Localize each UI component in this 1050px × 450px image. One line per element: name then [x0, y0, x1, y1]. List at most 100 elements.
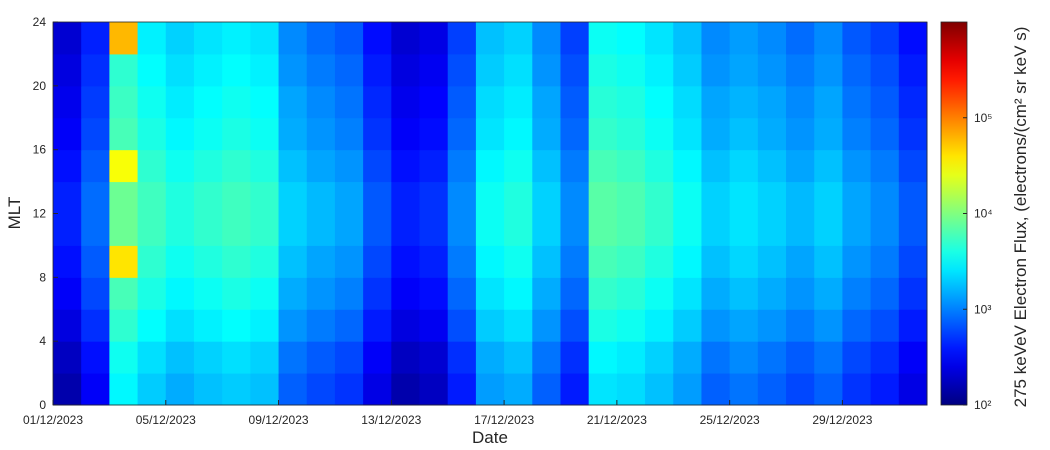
heat-cell: [729, 149, 759, 183]
x-tick-label: 17/12/2023: [474, 413, 534, 427]
heat-cell: [673, 53, 702, 87]
y-tick-label: 0: [39, 398, 46, 412]
heat-cell: [616, 149, 646, 183]
heat-cell: [701, 53, 731, 87]
heat-cell: [729, 22, 759, 55]
heat-cell: [81, 245, 110, 278]
heat-cell: [504, 341, 533, 374]
heat-cell: [701, 341, 731, 374]
heat-cell: [645, 245, 674, 278]
heat-cell: [842, 181, 872, 214]
heat-cell: [870, 149, 900, 183]
heat-cell: [137, 213, 167, 246]
heat-cell: [193, 181, 223, 214]
heat-cell: [898, 213, 928, 246]
heat-cell: [757, 373, 787, 406]
heat-cell: [137, 245, 167, 278]
heat-cell: [447, 85, 477, 119]
heat-cell: [673, 149, 702, 183]
colorbar-tick-label: 10⁵: [974, 111, 992, 125]
heat-cell: [532, 181, 561, 214]
heat-cell: [560, 117, 590, 151]
heat-cell: [870, 309, 900, 342]
heat-cell: [475, 277, 505, 310]
heat-cell: [673, 245, 702, 278]
heat-cell: [588, 149, 618, 183]
heat-cell: [419, 341, 449, 374]
heat-cell: [165, 85, 195, 119]
y-tick-label: 4: [39, 334, 46, 348]
heat-cell: [137, 181, 167, 214]
heat-cell: [165, 245, 195, 278]
heat-cell: [53, 181, 82, 214]
heat-cell: [306, 341, 336, 374]
heat-cell: [306, 277, 336, 310]
heat-cell: [165, 277, 195, 310]
heat-cell: [786, 277, 815, 310]
heat-cell: [475, 341, 505, 374]
heat-cell: [391, 245, 421, 278]
heat-cell: [673, 277, 702, 310]
heat-cell: [475, 245, 505, 278]
heat-cell: [560, 85, 590, 119]
colorbar-tick-label: 10²: [974, 398, 991, 412]
heat-cell: [250, 22, 280, 55]
heat-cell: [814, 22, 843, 55]
heat-cell: [842, 341, 872, 374]
colorbar-tick-label: 10³: [974, 302, 991, 316]
heat-cell: [137, 85, 167, 119]
heat-cell: [504, 181, 533, 214]
heat-cell: [334, 213, 364, 246]
heat-cell: [419, 117, 449, 151]
heat-cell: [81, 309, 110, 342]
heat-cell: [391, 85, 421, 119]
heat-cell: [278, 341, 308, 374]
heat-cell: [391, 117, 421, 151]
x-tick-label: 01/12/2023: [23, 413, 83, 427]
x-tick-label: 25/12/2023: [700, 413, 760, 427]
heat-cell: [222, 309, 251, 342]
heat-cell: [898, 245, 928, 278]
heat-cell: [842, 245, 872, 278]
heat-cell: [532, 309, 561, 342]
heat-cell: [447, 22, 477, 55]
heat-cell: [701, 277, 731, 310]
heat-cell: [532, 277, 561, 310]
heat-cell: [53, 117, 82, 151]
heat-cell: [306, 85, 336, 119]
heat-cell: [391, 181, 421, 214]
heat-cell: [363, 117, 392, 151]
heat-cell: [334, 373, 364, 406]
heat-cell: [447, 181, 477, 214]
heat-cell: [334, 277, 364, 310]
heat-cell: [419, 181, 449, 214]
heat-cell: [250, 149, 280, 183]
heat-cell: [475, 53, 505, 87]
heat-cell: [673, 181, 702, 214]
heat-cell: [786, 53, 815, 87]
heat-cell: [729, 341, 759, 374]
heat-cell: [645, 277, 674, 310]
heat-cell: [504, 53, 533, 87]
heat-cell: [334, 149, 364, 183]
heat-cell: [306, 245, 336, 278]
heat-cell: [842, 85, 872, 119]
heat-cell: [645, 373, 674, 406]
heat-cell: [137, 53, 167, 87]
heat-cell: [363, 341, 392, 374]
heat-cell: [786, 309, 815, 342]
heat-cell: [588, 309, 618, 342]
heat-cell: [870, 341, 900, 374]
heat-cell: [250, 117, 280, 151]
heat-cell: [588, 117, 618, 151]
heat-cell: [193, 117, 223, 151]
heat-cell: [250, 341, 280, 374]
heat-cell: [193, 85, 223, 119]
heat-cell: [250, 277, 280, 310]
heat-cell: [814, 245, 843, 278]
heat-cell: [363, 245, 392, 278]
heat-cell: [645, 341, 674, 374]
heat-cell: [363, 213, 392, 246]
heat-cell: [306, 149, 336, 183]
heat-cell: [137, 22, 167, 55]
